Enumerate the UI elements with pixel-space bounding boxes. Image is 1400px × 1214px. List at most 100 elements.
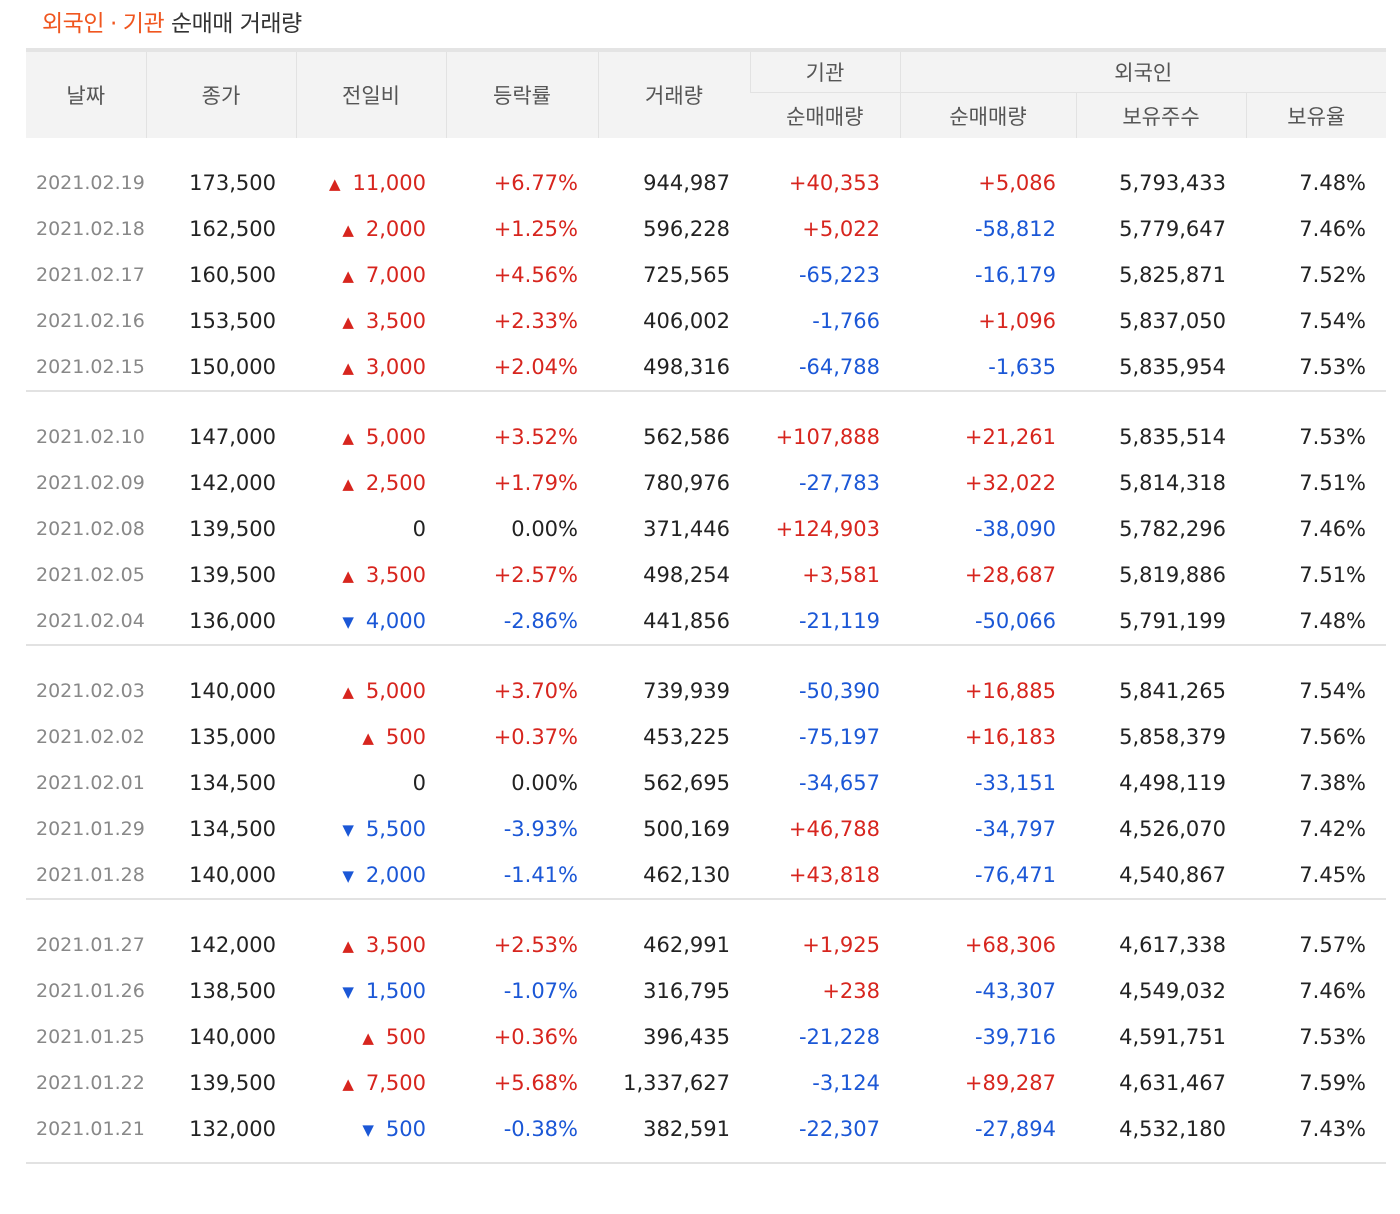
cell-holdings: 5,814,318	[1119, 471, 1226, 495]
table-row: 2021.02.01 134,500 0 0.00% 562,695 -34,657 -33…	[26, 760, 1386, 806]
cell-change: ▲ 3,000	[296, 344, 446, 391]
group-spacer	[26, 138, 1386, 160]
table-row: 2021.02.16 153,500 ▲ 3,500 +2.33% 406,002 -1,7…	[26, 298, 1386, 344]
cell-foreign-net: +16,183	[964, 725, 1056, 749]
cell-date: 2021.02.10	[36, 426, 145, 448]
cell-holdings: 5,793,433	[1119, 171, 1226, 195]
cell-institution-net: -3,124	[812, 1071, 880, 1095]
cell-foreign-net: +89,287	[964, 1071, 1056, 1095]
cell-foreign-net: -43,307	[974, 979, 1056, 1003]
title-institution: 기관	[122, 11, 165, 37]
cell-holding-ratio: 7.53%	[1299, 355, 1367, 379]
cell-volume: 562,586	[643, 425, 730, 449]
triangle-up-icon: ▲	[328, 175, 341, 193]
cell-change: 0	[296, 760, 446, 806]
cell-rate: -2.86%	[503, 609, 578, 633]
cell-foreign-net: -33,151	[974, 771, 1056, 795]
triangle-up-icon: ▲	[342, 567, 354, 585]
cell-institution-net: +5,022	[802, 217, 880, 241]
table-row: 2021.02.09 142,000 ▲ 2,500 +1.79% 780,976 -27,…	[26, 460, 1386, 506]
cell-rate: +5.68%	[493, 1071, 578, 1095]
table-row: 2021.02.19 173,500 ▲ 11,000 +6.77% 944,987 +40…	[26, 160, 1386, 206]
table-row: 2021.01.26 138,500 ▼ 1,500 -1.07% 316,795 +238…	[26, 968, 1386, 1014]
table-row: 2021.01.28 140,000 ▼ 2,000 -1.41% 462,130 +43,…	[26, 852, 1386, 899]
cell-rate: +3.52%	[493, 425, 578, 449]
cell-close: 138,500	[189, 979, 276, 1003]
cell-change: ▼ 5,500	[296, 806, 446, 852]
change-value: 3,000	[365, 355, 426, 379]
cell-date: 2021.02.19	[36, 172, 145, 194]
table-header: 날짜 종가 전일비 등락률 거래량 기관 외국인 순매매량 순매매량 보유주수 …	[26, 48, 1387, 138]
cell-close: 162,500	[189, 217, 276, 241]
header-foreign-net: 순매매량	[899, 92, 1076, 138]
cell-change: ▲ 7,500	[296, 1060, 446, 1106]
change-value: 3,500	[365, 563, 426, 587]
cell-date: 2021.01.29	[36, 818, 145, 840]
table-row: 2021.02.02 135,000 ▲ 500 +0.37% 453,225 -75,19…	[26, 714, 1386, 760]
triangle-up-icon: ▲	[342, 313, 354, 331]
triangle-up-icon: ▲	[342, 475, 354, 493]
table-row: 2021.02.17 160,500 ▲ 7,000 +4.56% 725,565 -65,…	[26, 252, 1386, 298]
cell-holdings: 4,498,119	[1119, 771, 1226, 795]
cell-close: 142,000	[189, 471, 276, 495]
triangle-up-icon: ▲	[342, 937, 354, 955]
cell-holding-ratio: 7.51%	[1299, 471, 1367, 495]
spacer-cell	[26, 392, 1386, 414]
header-foreign-group: 외국인	[899, 48, 1387, 93]
group-spacer	[26, 392, 1386, 414]
cell-foreign-net: -27,894	[974, 1117, 1056, 1141]
cell-date: 2021.02.17	[36, 264, 145, 286]
cell-holding-ratio: 7.53%	[1299, 1025, 1367, 1049]
cell-rate: +1.79%	[493, 471, 578, 495]
cell-change: ▲ 11,000	[296, 160, 446, 206]
table-row: 2021.02.10 147,000 ▲ 5,000 +3.52% 562,586 +107…	[26, 414, 1386, 460]
cell-change: ▼ 500	[296, 1106, 446, 1152]
triangle-down-icon: ▼	[362, 1121, 374, 1139]
cell-holding-ratio: 7.59%	[1299, 1071, 1367, 1095]
cell-date: 2021.01.25	[36, 1026, 145, 1048]
cell-holding-ratio: 7.45%	[1299, 863, 1367, 887]
spacer-cell	[26, 900, 1386, 922]
title-rest: 순매매 거래량	[170, 11, 302, 37]
triangle-up-icon: ▲	[342, 683, 354, 701]
cell-institution-net: +124,903	[775, 517, 880, 541]
cell-change: ▲ 2,500	[296, 460, 446, 506]
header-change: 전일비	[295, 48, 446, 138]
cell-change: ▼ 2,000	[296, 852, 446, 899]
cell-holding-ratio: 7.51%	[1299, 563, 1367, 587]
cell-foreign-net: +21,261	[964, 425, 1056, 449]
cell-volume: 725,565	[643, 263, 730, 287]
cell-rate: -3.93%	[503, 817, 578, 841]
cell-rate: +2.04%	[493, 355, 578, 379]
cell-institution-net: -21,119	[798, 609, 880, 633]
cell-holdings: 5,858,379	[1119, 725, 1226, 749]
cell-volume: 944,987	[643, 171, 730, 195]
cell-close: 147,000	[189, 425, 276, 449]
cell-foreign-net: +5,086	[978, 171, 1056, 195]
cell-institution-net: -50,390	[798, 679, 880, 703]
cell-date: 2021.01.27	[36, 934, 145, 956]
cell-holdings: 5,825,871	[1119, 263, 1226, 287]
change-value: 2,000	[365, 863, 426, 887]
cell-close: 150,000	[189, 355, 276, 379]
title-foreign: 외국인	[42, 11, 104, 37]
header-institution-group: 기관	[749, 48, 900, 93]
change-value: 3,500	[365, 309, 426, 333]
cell-volume: 453,225	[643, 725, 730, 749]
cell-close: 136,000	[189, 609, 276, 633]
cell-holdings: 5,841,265	[1119, 679, 1226, 703]
cell-rate: +1.25%	[493, 217, 578, 241]
cell-volume: 498,254	[643, 563, 730, 587]
cell-close: 135,000	[189, 725, 276, 749]
change-value: 1,500	[365, 979, 426, 1003]
cell-close: 140,000	[189, 1025, 276, 1049]
cell-rate: +2.53%	[493, 933, 578, 957]
cell-volume: 441,856	[643, 609, 730, 633]
cell-holding-ratio: 7.46%	[1299, 517, 1367, 541]
cell-foreign-net: -58,812	[974, 217, 1056, 241]
cell-rate: -1.07%	[503, 979, 578, 1003]
cell-institution-net: -64,788	[798, 355, 880, 379]
change-value: 0	[412, 771, 426, 795]
cell-rate: +4.56%	[493, 263, 578, 287]
cell-holding-ratio: 7.48%	[1299, 609, 1367, 633]
